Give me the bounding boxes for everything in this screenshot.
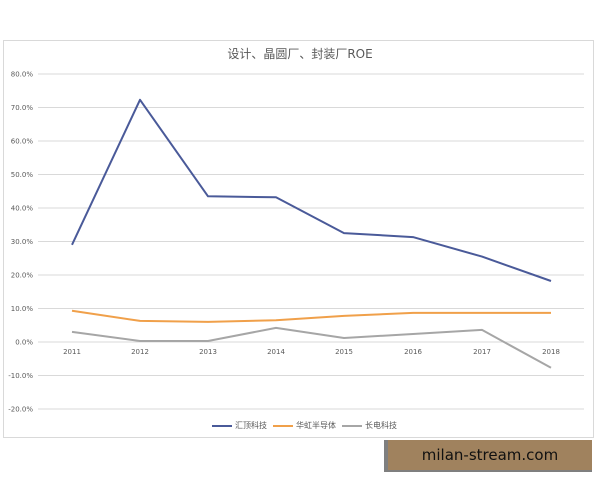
y-tick-label: 60.0% xyxy=(11,138,34,146)
y-tick-label: 10.0% xyxy=(11,305,34,313)
watermark-text: milan-stream.com xyxy=(388,440,592,470)
x-tick-label: 2011 xyxy=(63,348,81,356)
legend-swatch-icon xyxy=(342,424,362,427)
legend-swatch-icon xyxy=(273,424,293,427)
legend: 汇顶科技 华虹半导体 长电科技 xyxy=(212,420,403,431)
x-tick-label: 2013 xyxy=(199,348,217,356)
watermark: milan-stream.com xyxy=(384,440,592,472)
y-tick-label: 50.0% xyxy=(11,171,34,179)
legend-swatch-icon xyxy=(212,424,232,427)
y-tick-label: -10.0% xyxy=(8,372,33,380)
chart-title: 设计、晶圆厂、封装厂ROE xyxy=(227,47,373,61)
y-tick-label: 80.0% xyxy=(11,71,34,79)
legend-label: 汇顶科技 xyxy=(235,421,267,430)
y-tick-label: 20.0% xyxy=(11,272,34,280)
series-line-0 xyxy=(71,98,552,282)
x-tick-label: 2018 xyxy=(542,348,560,356)
legend-item: 华虹半导体 xyxy=(273,420,336,431)
series-lines xyxy=(71,98,552,369)
x-tick-label: 2015 xyxy=(335,348,353,356)
legend-label: 长电科技 xyxy=(365,421,397,430)
y-tick-label: 70.0% xyxy=(11,104,34,112)
y-tick-label: 30.0% xyxy=(11,238,34,246)
x-tick-label: 2017 xyxy=(473,348,491,356)
y-tick-label: -20.0% xyxy=(8,406,33,414)
y-tick-label: 0.0% xyxy=(15,339,33,347)
chart-frame xyxy=(3,40,594,438)
x-tick-label: 2012 xyxy=(131,348,149,356)
legend-item: 汇顶科技 xyxy=(212,420,267,431)
series-line-2 xyxy=(71,326,552,369)
gridlines xyxy=(38,73,584,410)
x-axis-ticks: 2011 2012 2013 2014 2015 2016 2017 2018 xyxy=(63,348,560,356)
legend-item: 长电科技 xyxy=(342,420,397,431)
y-tick-label: 40.0% xyxy=(11,205,34,213)
x-tick-label: 2014 xyxy=(267,348,285,356)
y-axis-ticks: 80.0% 70.0% 60.0% 50.0% 40.0% 30.0% 20.0% 10.0%… xyxy=(8,71,33,414)
series-line-1 xyxy=(71,309,551,323)
legend-label: 华虹半导体 xyxy=(296,421,336,430)
x-tick-label: 2016 xyxy=(404,348,422,356)
